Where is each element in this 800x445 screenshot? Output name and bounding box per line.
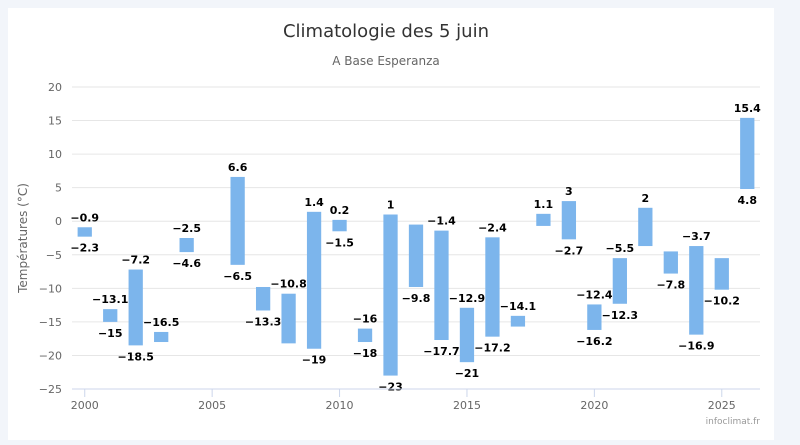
range-bar[interactable] — [230, 176, 245, 265]
y-tick-label: 5 — [55, 182, 62, 195]
range-bar[interactable] — [536, 213, 551, 226]
low-value-label: −15 — [98, 327, 123, 340]
range-bar[interactable] — [179, 238, 194, 253]
range-bar[interactable] — [128, 269, 143, 346]
x-tick-label: 2025 — [708, 399, 736, 412]
y-tick-label: −20 — [39, 349, 62, 362]
high-value-label: −2.4 — [478, 221, 507, 234]
range-bar[interactable] — [689, 246, 704, 335]
x-tick-label: 2000 — [71, 399, 99, 412]
range-bar[interactable] — [408, 224, 424, 287]
range-bar[interactable] — [77, 227, 92, 237]
y-tick-label: 0 — [55, 215, 62, 228]
low-value-label: 4.8 — [738, 194, 758, 207]
x-tick-label: 2005 — [198, 399, 226, 412]
range-bar[interactable] — [103, 309, 118, 322]
range-bar[interactable] — [510, 315, 526, 327]
low-value-label: −12.3 — [602, 309, 638, 322]
range-bar[interactable] — [485, 237, 500, 337]
high-value-label: −16 — [353, 313, 378, 326]
low-value-label: −17.7 — [423, 345, 459, 358]
range-bars — [77, 117, 755, 376]
low-value-label: −13.3 — [245, 315, 281, 328]
range-bar[interactable] — [612, 258, 627, 304]
low-value-label: −16.9 — [678, 340, 714, 353]
range-bar[interactable] — [638, 207, 653, 247]
low-value-label: −6.5 — [223, 270, 252, 283]
y-tick-label: −10 — [39, 282, 62, 295]
low-value-label: −9.8 — [402, 292, 431, 305]
x-tick-label: 2010 — [326, 399, 354, 412]
low-value-label: −17.2 — [474, 342, 510, 355]
low-value-label: −2.7 — [555, 244, 584, 257]
high-value-label: 6.6 — [228, 161, 248, 174]
range-bar[interactable] — [357, 328, 373, 343]
high-value-label: −7.2 — [121, 254, 150, 267]
y-tick-label: −5 — [46, 249, 62, 262]
high-value-label: −12.9 — [449, 292, 485, 305]
low-value-label: −2.3 — [70, 242, 99, 255]
data-labels: −0.9 −2.3 −13.1 −15 −7.2 −18.5 −16.5 −2.5 −4.6 6.… — [70, 102, 761, 394]
high-value-label: −3.7 — [682, 230, 711, 243]
low-value-label: −7.8 — [656, 279, 685, 292]
high-value-label: 15.4 — [734, 102, 761, 115]
high-value-label: −0.9 — [70, 211, 99, 224]
high-value-label: 1 — [387, 199, 395, 212]
high-value-label: 1.1 — [534, 198, 554, 211]
y-tick-label: 10 — [48, 148, 62, 161]
y-tick-label: 15 — [48, 115, 62, 128]
range-bar[interactable] — [663, 251, 678, 274]
x-axis-ticks: 2000 2005 2010 2015 2020 2025 — [71, 389, 736, 412]
high-value-label: −10.8 — [270, 278, 306, 291]
range-bar[interactable] — [154, 331, 169, 343]
high-value-label: −12.4 — [576, 288, 613, 301]
high-value-label: 1.4 — [304, 196, 324, 209]
low-value-label: −23 — [378, 381, 403, 394]
high-value-label: −5.5 — [606, 242, 635, 255]
low-value-label: −4.6 — [172, 257, 201, 270]
range-bar[interactable] — [714, 258, 729, 290]
high-value-label: −1.4 — [427, 215, 456, 228]
low-value-label: −21 — [455, 367, 480, 380]
high-value-label: −14.1 — [500, 300, 536, 313]
y-tick-label: −15 — [39, 316, 62, 329]
range-bar[interactable] — [434, 230, 449, 341]
y-axis-ticks: 20 15 10 5 0 −5 −10 −15 −20 −25 — [39, 81, 62, 396]
range-bar[interactable] — [255, 286, 271, 311]
x-tick-label: 2020 — [580, 399, 608, 412]
range-bar[interactable] — [587, 304, 602, 330]
range-bar[interactable] — [561, 201, 577, 240]
range-bar[interactable] — [383, 214, 398, 376]
low-value-label: −1.5 — [325, 236, 354, 249]
range-bar[interactable] — [306, 211, 322, 349]
x-tick-label: 2015 — [453, 399, 481, 412]
range-bar[interactable] — [281, 293, 296, 344]
y-axis-title: Températures (°C) — [16, 183, 30, 294]
chart-subtitle: A Base Esperanza — [332, 54, 439, 68]
y-tick-label: −25 — [39, 383, 62, 396]
high-value-label: −13.1 — [92, 293, 128, 306]
high-value-label: 0.2 — [330, 204, 350, 217]
range-bar[interactable] — [740, 117, 755, 190]
chart-title: Climatologie des 5 juin — [283, 21, 489, 42]
high-value-label: −16.5 — [143, 316, 179, 329]
low-value-label: −10.2 — [704, 295, 740, 308]
high-value-label: −2.5 — [172, 222, 201, 235]
low-value-label: −18 — [353, 347, 378, 360]
range-bar[interactable] — [332, 219, 347, 232]
low-value-label: −16.2 — [576, 335, 612, 348]
range-bar[interactable] — [459, 307, 475, 363]
credits-link[interactable]: infoclimat.fr — [706, 417, 761, 427]
high-value-label: 2 — [642, 192, 650, 205]
y-tick-label: 20 — [48, 81, 62, 94]
low-value-label: −19 — [302, 354, 327, 367]
low-value-label: −18.5 — [118, 350, 154, 363]
high-value-label: 3 — [565, 185, 573, 198]
